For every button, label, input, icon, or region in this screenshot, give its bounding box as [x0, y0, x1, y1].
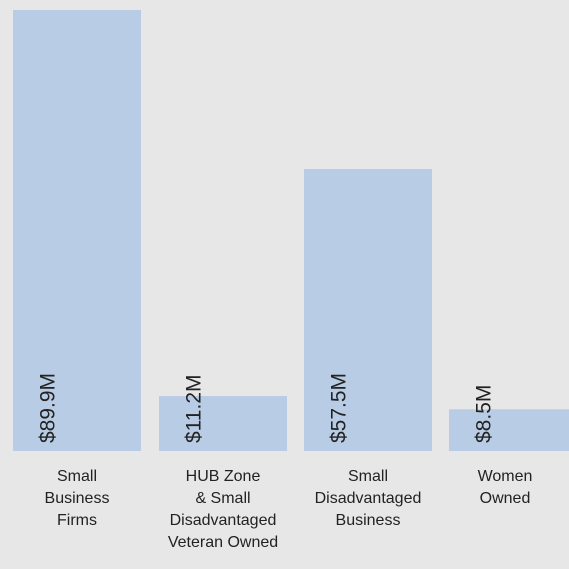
- category-label-3: Women Owned: [441, 466, 569, 510]
- category-label-line: Small: [347, 468, 388, 485]
- category-label-line: Business: [44, 490, 110, 507]
- value-label-2: $57.5M: [328, 373, 351, 443]
- category-label-line: Veteran Owned: [167, 534, 279, 551]
- bar-3: [449, 409, 569, 451]
- value-label-1: $11.2M: [183, 375, 206, 444]
- category-label-1: HUB Zone & Small Disadvantaged Veteran Owne…: [159, 466, 287, 554]
- category-label-line: HUB Zone: [185, 468, 261, 485]
- bar-1: [159, 396, 287, 451]
- category-label-line: & Small: [195, 490, 251, 507]
- category-label-line: Disadvantaged: [314, 490, 422, 507]
- value-label-0: $89.9M: [37, 373, 60, 443]
- category-label-line: Disadvantaged: [169, 512, 277, 529]
- bar-2: [304, 168, 432, 452]
- category-label-0: Small Business Firms: [13, 466, 141, 532]
- category-label-line: Small: [56, 468, 97, 485]
- category-label-line: Firms: [57, 512, 97, 529]
- bar-0: [13, 10, 141, 451]
- value-label-3: $8.5M: [473, 385, 496, 443]
- category-label-line: Business: [335, 512, 401, 529]
- category-label-line: Women: [477, 468, 533, 485]
- category-label-line: Owned: [479, 490, 531, 507]
- category-label-2: Small Disadvantaged Business: [304, 466, 432, 532]
